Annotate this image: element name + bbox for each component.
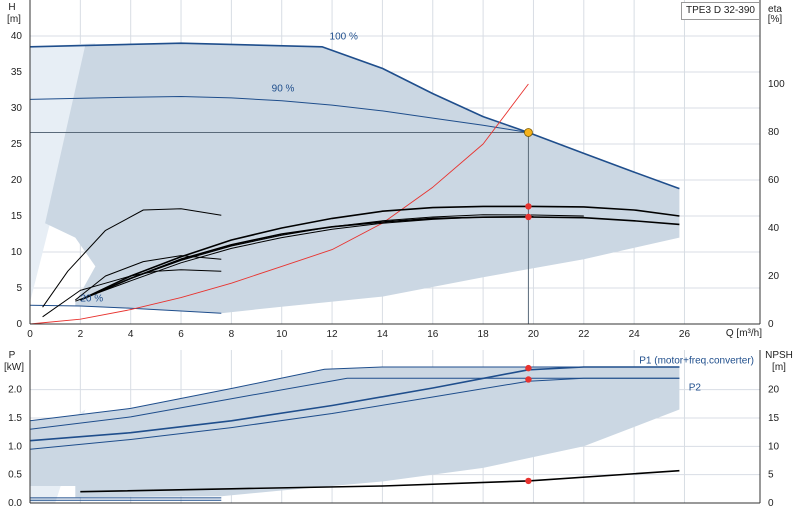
y-right-tick-label: 20 <box>768 385 780 396</box>
series-20- <box>29 304 222 314</box>
y-tick-label: 35 <box>11 67 23 78</box>
y-right-tick-label: 5 <box>768 470 774 481</box>
y-tick-label: 0 <box>16 319 22 330</box>
operating-envelope <box>30 367 680 498</box>
y-tick-label: 5 <box>16 283 22 294</box>
y-axis-unit: [m] <box>7 14 21 25</box>
series-eta-duty <box>29 83 529 325</box>
y-right-axis-unit: [m] <box>772 362 786 373</box>
head-efficiency-panel: 100 %90 %20 %0 2 4 6 8 10 12 14 16 18 20 22 24 260510… <box>7 0 785 340</box>
x-tick-label: 26 <box>679 329 691 340</box>
y-axis-label: H <box>8 2 15 13</box>
y-right-tick-label: 80 <box>768 127 780 138</box>
x-tick-label: 20 <box>528 329 540 340</box>
series-label-p1: P1 (motor+freq.converter) <box>639 355 754 366</box>
operating-envelope <box>45 43 680 314</box>
x-tick-label: 18 <box>478 329 490 340</box>
duty-marker <box>525 364 532 372</box>
duty-point-marker <box>524 128 533 137</box>
series-label-p2: P2 <box>689 383 702 394</box>
y-right-tick-label: 100 <box>768 79 785 90</box>
power-npsh-panel: P1 (motor+freq.converter) P2 0.0 0.5 1.0 1.5 2… <box>4 350 793 509</box>
x-tick-label: 4 <box>128 329 134 340</box>
y-tick-label: 20 <box>11 175 23 186</box>
x-tick-label: 8 <box>229 329 235 340</box>
series-eta-20- <box>74 255 222 301</box>
y-right-tick-label: 60 <box>768 175 780 186</box>
series-eta-100- <box>79 205 680 301</box>
y-axis-label: P <box>9 350 16 361</box>
series-100- <box>29 42 680 190</box>
y-tick-label: 15 <box>11 211 23 222</box>
series-eta-30- <box>42 269 222 318</box>
y-axis-unit: [kW] <box>4 362 24 373</box>
y-right-tick-label: 20 <box>768 271 780 282</box>
y-right-tick-label: 40 <box>768 223 780 234</box>
x-tick-label: 2 <box>78 329 84 340</box>
y-tick-label: 1.5 <box>8 413 22 424</box>
y-right-tick-label: 0 <box>768 319 774 330</box>
x-tick-label: 0 <box>27 329 33 340</box>
series-p2-100- <box>29 377 680 430</box>
x-tick-label: 12 <box>327 329 339 340</box>
eta-duty-marker <box>525 203 532 210</box>
y-right-tick-label: 0 <box>768 498 774 509</box>
x-axis-label: Q [m³/h] <box>726 328 762 339</box>
duty-marker <box>525 376 532 383</box>
curve-label: 20 % <box>80 294 103 305</box>
model-label: TPE3 D 32-390 <box>681 2 760 20</box>
y-right-axis-label: NPSH <box>765 350 793 361</box>
x-tick-label: 22 <box>578 329 590 340</box>
y-tick-label: 2.0 <box>8 385 22 396</box>
x-tick-label: 6 <box>178 329 184 340</box>
x-tick-label: 16 <box>427 329 439 340</box>
y-tick-label: 0.5 <box>8 470 22 481</box>
y-tick-label: 25 <box>11 139 23 150</box>
y-tick-label: 30 <box>11 103 23 114</box>
series-npsh <box>80 469 680 493</box>
y-tick-label: 40 <box>11 31 23 42</box>
y-tick-label: 0.0 <box>8 498 22 509</box>
y-tick-label: 1.0 <box>8 441 22 452</box>
x-tick-label: 10 <box>276 329 288 340</box>
x-tick-label: 24 <box>629 329 641 340</box>
series-eta-90- <box>80 214 584 301</box>
eta-duty-marker <box>525 213 532 221</box>
series-p1-100- <box>29 366 680 422</box>
y-right-axis-unit: [%] <box>768 14 783 25</box>
series-90- <box>29 96 529 133</box>
series-eta-operating <box>79 216 680 301</box>
series-eta-80- <box>75 216 534 302</box>
duty-marker <box>525 477 532 485</box>
series-eta-50- <box>42 208 222 308</box>
x-tick-label: 14 <box>377 329 389 340</box>
y-right-tick-label: 10 <box>768 441 780 452</box>
curve-label: 100 % <box>330 32 358 43</box>
y-tick-label: 10 <box>11 247 23 258</box>
curve-label: 90 % <box>272 83 295 94</box>
y-right-tick-label: 15 <box>768 413 780 424</box>
y-right-axis-label: eta <box>768 4 782 15</box>
